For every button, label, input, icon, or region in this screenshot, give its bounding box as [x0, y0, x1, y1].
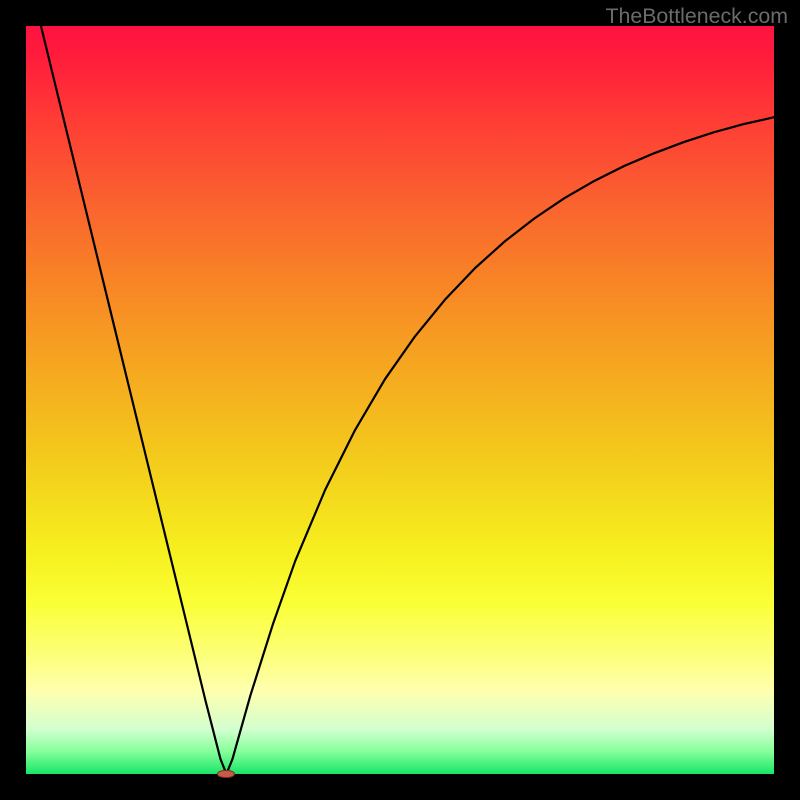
bottleneck-chart: [26, 26, 774, 774]
optimal-point-marker: [217, 770, 235, 779]
watermark-link[interactable]: TheBottleneck.com: [605, 4, 788, 29]
watermark-text[interactable]: TheBottleneck.com: [605, 4, 788, 28]
bottleneck-curve: [26, 26, 774, 774]
